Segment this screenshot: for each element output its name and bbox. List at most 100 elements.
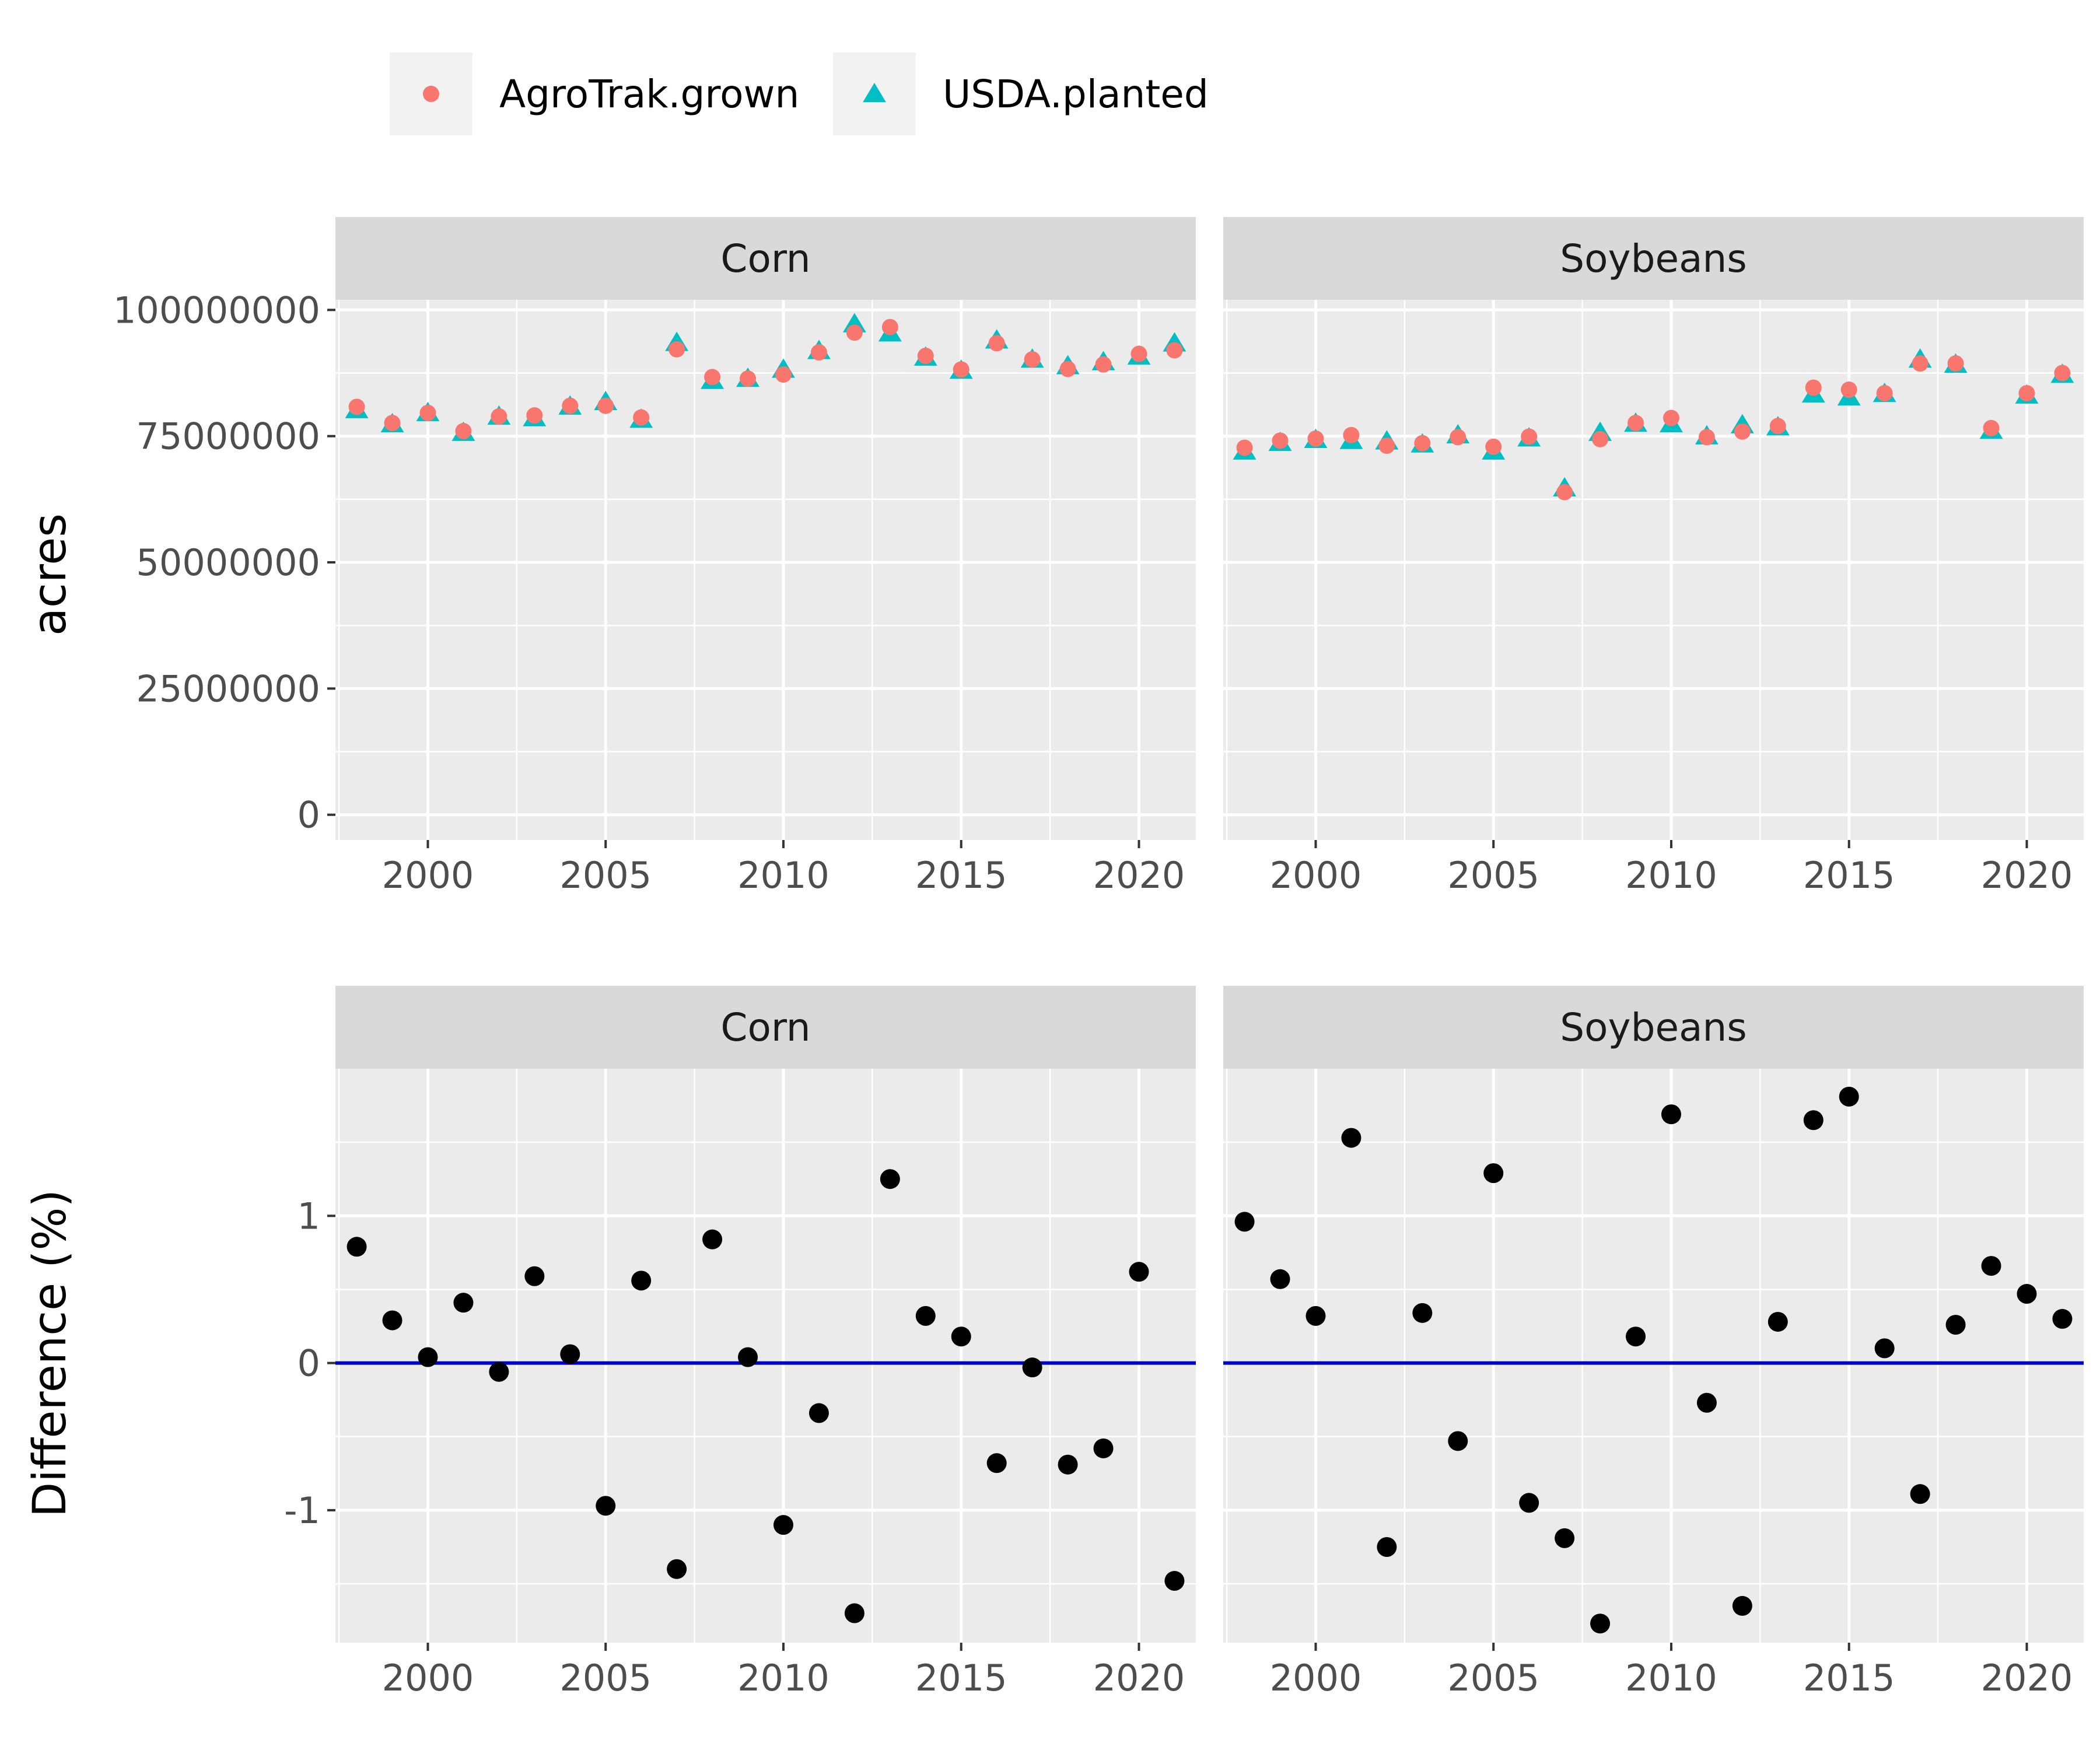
difference-point (880, 1169, 900, 1189)
agrotrak-grown-point (1272, 432, 1289, 449)
difference-point (596, 1496, 616, 1516)
x-tick-label: 2000 (382, 1657, 474, 1699)
difference-point (1234, 1212, 1255, 1232)
facet-strip (335, 217, 1196, 300)
y-tick-label: 0 (298, 794, 320, 836)
agrotrak-grown-point (1769, 418, 1786, 435)
agrotrak-grown-point (1236, 439, 1253, 456)
plot-background (335, 1069, 1196, 1643)
x-tick-label: 2020 (1981, 1657, 2073, 1699)
agrotrak-grown-point (1876, 385, 1893, 402)
difference-point (1093, 1438, 1114, 1458)
difference-point (1164, 1571, 1185, 1591)
agrotrak-grown-point (1840, 382, 1857, 398)
y-tick-label: -1 (284, 1489, 320, 1532)
agrotrak-grown-point (1662, 410, 1679, 426)
y-axis-title-acres: acres (24, 513, 76, 636)
agrotrak-grown-point (1485, 438, 1502, 455)
panel-soybeans-acres: Soybeans 2000 2005 2010 2015 2020 (1223, 217, 2084, 897)
difference-point (418, 1347, 438, 1367)
agrotrak-grown-point (2018, 385, 2035, 402)
x-tick-label: 2020 (1093, 854, 1185, 897)
difference-point (1910, 1484, 1930, 1504)
agrotrak-grown-point (740, 370, 757, 387)
y-axis-title-difference: Difference (%) (24, 1189, 76, 1517)
y-tick-label: 100000000 (113, 289, 320, 331)
agrotrak-grown-point (1628, 415, 1644, 432)
x-tick-label: 2005 (559, 1657, 652, 1699)
legend-key-circle-symbol (423, 86, 439, 102)
x-tick-label: 2000 (1270, 854, 1362, 897)
agrotrak-grown-point (1983, 419, 2000, 436)
difference-point (1696, 1392, 1717, 1413)
x-tick-label: 2010 (737, 1657, 830, 1699)
agrotrak-grown-point (1095, 356, 1112, 373)
difference-point (346, 1237, 367, 1257)
agrotrak-grown-point (597, 397, 614, 414)
panel-corn-diff: Corn 2000 2005 2010 2015 2020 -1 0 1 (284, 986, 1196, 1699)
difference-point (489, 1362, 509, 1382)
panel-soybeans-diff: Soybeans 2000 2005 2010 2015 2020 (1223, 986, 2084, 1699)
agrotrak-grown-point (526, 407, 543, 424)
agrotrak-grown-point (1450, 429, 1466, 446)
difference-point (1839, 1086, 1859, 1107)
difference-point (844, 1603, 864, 1623)
agrotrak-grown-point (562, 397, 579, 414)
agrotrak-grown-point (1521, 428, 1538, 445)
agrotrak-grown-point (1307, 430, 1324, 447)
plot-background (1223, 1069, 2084, 1643)
panel-corn-acres: Corn 2000 2005 2010 2015 2020 0 25000000 5000000… (113, 217, 1196, 897)
difference-point (1448, 1431, 1468, 1451)
difference-point (1768, 1311, 1788, 1332)
difference-point (773, 1515, 793, 1535)
difference-point (1483, 1163, 1504, 1184)
difference-point (1129, 1262, 1149, 1282)
difference-point (1803, 1110, 1824, 1130)
agrotrak-grown-point (1166, 342, 1183, 359)
difference-point (808, 1403, 829, 1423)
facet-strip-label: Soybeans (1560, 1005, 1747, 1050)
agrotrak-grown-point (1024, 351, 1041, 368)
agrotrak-grown-point (1130, 345, 1147, 362)
agrotrak-grown-point (2054, 365, 2071, 382)
agrotrak-grown-point (1414, 435, 1431, 452)
facet-strip-label: Corn (720, 236, 810, 281)
difference-point (702, 1229, 723, 1250)
x-tick-label: 2010 (737, 854, 830, 897)
agrotrak-grown-point (704, 369, 721, 386)
agrotrak-grown-point (633, 409, 650, 426)
agrotrak-grown-point (491, 408, 508, 425)
difference-point (382, 1310, 402, 1331)
agrotrak-grown-point (1378, 438, 1395, 454)
y-tick-label: 1 (298, 1195, 320, 1237)
difference-point (738, 1347, 758, 1367)
difference-point (1306, 1306, 1326, 1326)
y-tick-label: 50000000 (136, 541, 320, 584)
agrotrak-grown-point (988, 335, 1005, 352)
difference-point (1058, 1454, 1078, 1475)
difference-point (986, 1453, 1007, 1474)
x-tick-label: 2020 (1981, 854, 2073, 897)
x-tick-label: 2005 (1447, 854, 1539, 897)
agrotrak-grown-point (881, 318, 898, 335)
legend-label: AgroTrak.grown (499, 72, 799, 117)
difference-point (1874, 1338, 1895, 1359)
legend-key-triangle-symbol (863, 83, 886, 103)
x-tick-label: 2010 (1625, 854, 1717, 897)
agrotrak-grown-point (1698, 429, 1715, 446)
difference-point (453, 1293, 474, 1313)
difference-point (1270, 1269, 1290, 1289)
facet-strip-label: Corn (720, 1005, 810, 1050)
agrotrak-grown-point (917, 348, 934, 365)
facet-strip (1223, 217, 2084, 300)
agrotrak-grown-point (668, 341, 685, 358)
y-tick-label: 0 (298, 1342, 320, 1385)
plot-background (1223, 300, 2084, 840)
difference-point (1626, 1326, 1646, 1347)
x-tick-label: 2015 (915, 1657, 1007, 1699)
difference-point (667, 1559, 687, 1579)
agrotrak-grown-point (1592, 430, 1609, 447)
y-tick-label: 25000000 (136, 667, 320, 710)
y-tick-label: 75000000 (136, 415, 320, 458)
